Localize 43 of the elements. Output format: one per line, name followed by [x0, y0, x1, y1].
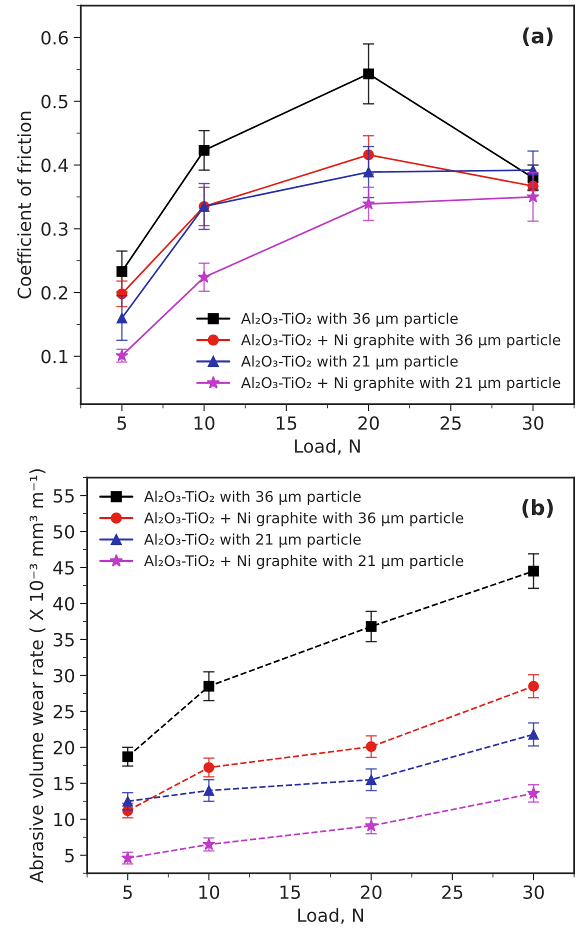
- y-tick-label: 15: [54, 777, 74, 790]
- y-tick-label: 0.4: [41, 158, 68, 172]
- legend-label: Al₂O₃-TiO₂ with 21 μm particle: [241, 355, 458, 370]
- y-axis-title: Coefficient of friction: [17, 112, 32, 298]
- x-tick-label: 15: [280, 886, 300, 900]
- x-tick-label: 5: [123, 886, 132, 900]
- y-axis-title: Abrasive volume wear rate ( X 10⁻³ mm³ m⁻¹): [29, 469, 46, 883]
- x-tick-label: 10: [199, 885, 220, 900]
- x-axis-title: Load, N: [295, 438, 360, 455]
- x-tick-label: 10: [194, 416, 214, 430]
- legend-label: Al₂O₃-TiO₂ + Ni graphite with 36 μm particle: [241, 334, 560, 348]
- legend-label: Al₂O₃-TiO₂ + Ni graphite with 21 μm particle: [144, 554, 464, 570]
- legend-label: Al₂O₃-TiO₂ with 36 μm particle: [144, 490, 361, 505]
- x-tick-label: 30: [523, 885, 544, 900]
- annotation: (b): [522, 499, 553, 518]
- annotation: (a): [523, 27, 553, 46]
- x-tick-label: 5: [118, 416, 126, 430]
- legend-label: Al₂O₃-TiO₂ with 21 μm particle: [144, 534, 361, 548]
- y-tick-label: 0.6: [41, 30, 68, 45]
- y-tick-label: 45: [53, 561, 74, 575]
- y-tick-label: 5: [65, 848, 74, 862]
- x-axis-title: Load, N: [298, 908, 363, 924]
- x-tick-label: 25: [440, 416, 461, 430]
- y-tick-label: 35: [54, 632, 74, 647]
- y-tick-label: 0.2: [41, 286, 68, 300]
- y-tick-label: 50: [54, 525, 74, 539]
- y-tick-label: 10: [54, 812, 74, 826]
- legend-label: Al₂O₃-TiO₂ + Ni graphite with 36 μm particle: [144, 512, 464, 526]
- legend-label: Al₂O₃-TiO₂ with 36 μm particle: [241, 312, 458, 327]
- legend-label: Al₂O₃-TiO₂ + Ni graphite with 21 μm particle: [241, 376, 560, 391]
- y-tick-label: 20: [54, 740, 74, 754]
- x-tick-label: 15: [276, 416, 296, 430]
- y-tick-label: 0.1: [41, 350, 68, 364]
- y-tick-label: 0.3: [41, 222, 68, 236]
- y-tick-label: 25: [54, 704, 74, 718]
- y-tick-label: 30: [54, 668, 74, 683]
- y-tick-label: 0.5: [41, 94, 68, 108]
- y-tick-label: 55: [54, 489, 74, 503]
- y-tick-label: 40: [53, 596, 74, 611]
- x-tick-label: 20: [358, 416, 379, 430]
- x-tick-label: 25: [442, 885, 462, 900]
- x-tick-label: 30: [522, 416, 544, 430]
- x-tick-label: 20: [361, 885, 382, 900]
